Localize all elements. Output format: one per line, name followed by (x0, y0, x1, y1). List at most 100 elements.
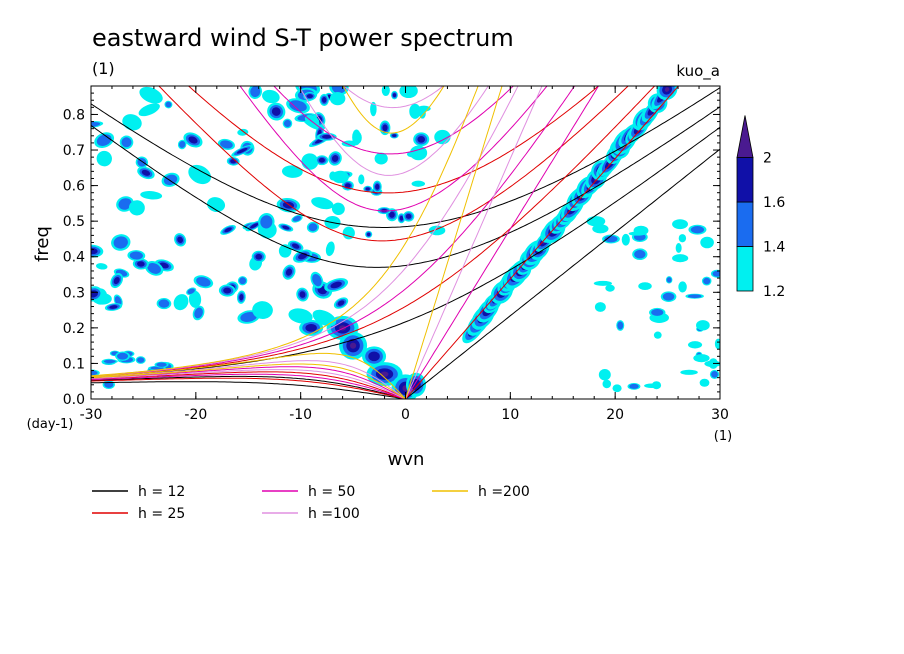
dispersion-curve (158, 86, 629, 242)
power-patch (634, 249, 646, 259)
power-patch (95, 263, 108, 270)
power-patch (621, 233, 630, 246)
chart-title: eastward wind S-T power spectrum (92, 24, 514, 52)
power-patch (331, 86, 347, 94)
power-patch (173, 294, 189, 311)
power-patch (666, 277, 672, 283)
power-patch (370, 101, 377, 117)
power-patch (325, 241, 335, 257)
power-patch (156, 362, 167, 367)
dispersion-curve (91, 363, 406, 399)
plot-area (90, 85, 721, 400)
dispersion-curve (91, 86, 479, 377)
power-patch (638, 282, 652, 291)
power-patch (612, 384, 622, 393)
power-patch (304, 114, 320, 127)
power-patch (187, 288, 195, 295)
power-patch (672, 254, 689, 263)
power-patch (281, 165, 303, 178)
dispersion-curve (91, 106, 720, 268)
x-tick-label: -30 (80, 407, 103, 423)
colorbar-segment (736, 157, 754, 203)
power-patch (282, 225, 290, 230)
power-patch (306, 94, 313, 99)
power-patch (165, 101, 172, 108)
power-patch (690, 226, 705, 234)
dispersion-curve (91, 126, 720, 378)
power-patch (382, 124, 388, 132)
power-patch (375, 183, 380, 190)
dispersion-curve (273, 86, 515, 155)
power-patch (392, 93, 397, 98)
power-patch (331, 170, 349, 184)
power-patch (113, 276, 120, 285)
dispersion-curve (91, 86, 519, 377)
x-tick-label: 10 (501, 407, 519, 423)
power-patch (358, 174, 365, 185)
power-patch (703, 277, 711, 285)
power-patch (628, 231, 645, 236)
colorbar-extension (736, 115, 754, 158)
power-patch (223, 287, 232, 294)
power-patch (712, 270, 720, 277)
power-patch (236, 147, 248, 154)
power-patch (312, 309, 337, 327)
power-patch (411, 180, 426, 187)
power-patch (687, 341, 703, 349)
dispersion-curve (405, 86, 503, 399)
power-patch (138, 103, 160, 117)
power-patch (651, 309, 664, 316)
power-patch (374, 152, 388, 165)
power-patch (593, 280, 612, 286)
power-patch (285, 268, 293, 276)
power-patch (693, 354, 710, 363)
power-patch (318, 157, 325, 163)
power-patch (651, 381, 662, 390)
y-tick-label: 0.3 (63, 285, 85, 301)
power-patch (586, 216, 606, 227)
power-patch (405, 213, 412, 219)
y-tick-label: 0.8 (63, 107, 85, 123)
colorbar-label: 1.6 (763, 195, 785, 211)
y-tick-label: 0.0 (63, 392, 85, 408)
power-patch (177, 236, 184, 244)
power-patch (380, 371, 389, 377)
y-tick-label: 0.2 (63, 321, 85, 337)
power-patch (368, 351, 380, 362)
y-tick-label: 0.5 (63, 214, 85, 230)
dispersion-curve (91, 86, 656, 378)
power-patch (271, 107, 281, 116)
power-patch (354, 131, 362, 144)
x-tick-label: -10 (289, 407, 312, 423)
power-patch (321, 97, 327, 103)
y-unit-label: (day-1) (27, 417, 74, 432)
power-patch (207, 197, 226, 213)
power-patch (194, 307, 203, 319)
power-patch (409, 103, 421, 119)
power-patch (617, 321, 624, 330)
power-patch (331, 155, 339, 162)
power-patch (292, 215, 302, 222)
colorbar-label: 2 (763, 151, 772, 167)
dispersion-curve (91, 373, 406, 399)
dispersion-curve (91, 366, 406, 399)
power-patch (331, 202, 345, 216)
power-patch (250, 223, 259, 229)
power-patch (699, 378, 710, 387)
power-patch (350, 342, 357, 349)
power-patch (662, 292, 675, 301)
colorbar-segment (736, 246, 754, 292)
colorbar-label: 1.2 (763, 284, 785, 300)
power-patch (664, 87, 670, 92)
dispersion-curve (405, 86, 600, 399)
power-patch (299, 291, 306, 298)
power-patch (604, 235, 618, 243)
power-patch (389, 211, 395, 218)
power-patch (118, 198, 132, 210)
colorbar: 1.2 1.4 1.6 2 (736, 115, 785, 300)
power-patch (129, 251, 143, 260)
dispersion-curve (91, 352, 406, 399)
power-patch (411, 379, 421, 391)
y-tick-label: 0.6 (63, 179, 85, 195)
legend-label: h = 12 (138, 484, 185, 500)
